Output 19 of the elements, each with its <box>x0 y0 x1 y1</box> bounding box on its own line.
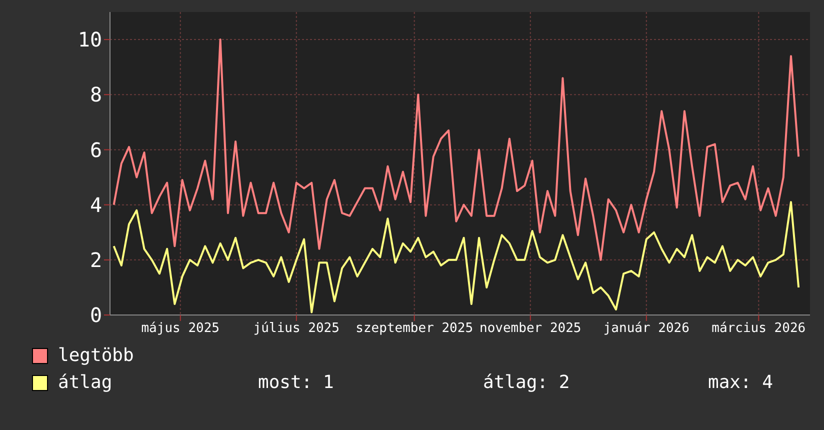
text: max: 4 <box>708 372 774 393</box>
text: most: 1 <box>258 372 335 393</box>
line-series <box>112 201 800 314</box>
legend-label: átlag <box>58 372 114 393</box>
line-series <box>112 38 800 261</box>
x-tick-label: január 2026 <box>603 321 690 336</box>
x-tick-label: március 2026 <box>712 321 806 336</box>
y-tick-label: 10 <box>78 28 102 52</box>
x-tick-label: május 2025 <box>141 321 220 336</box>
x-tick-label: július 2025 <box>253 321 340 336</box>
y-tick-label: 4 <box>90 192 102 217</box>
y-tick-label: 8 <box>90 82 102 107</box>
legend-label: legtöbb <box>58 345 135 366</box>
x-tick-label: szeptember 2025 <box>356 321 474 336</box>
x-tick-label: november 2025 <box>480 321 582 336</box>
y-tick-label: 0 <box>90 303 102 328</box>
y-tick-label: 6 <box>90 138 102 162</box>
y-tick-label: 2 <box>90 248 102 272</box>
text: átlag: 2 <box>483 372 571 393</box>
